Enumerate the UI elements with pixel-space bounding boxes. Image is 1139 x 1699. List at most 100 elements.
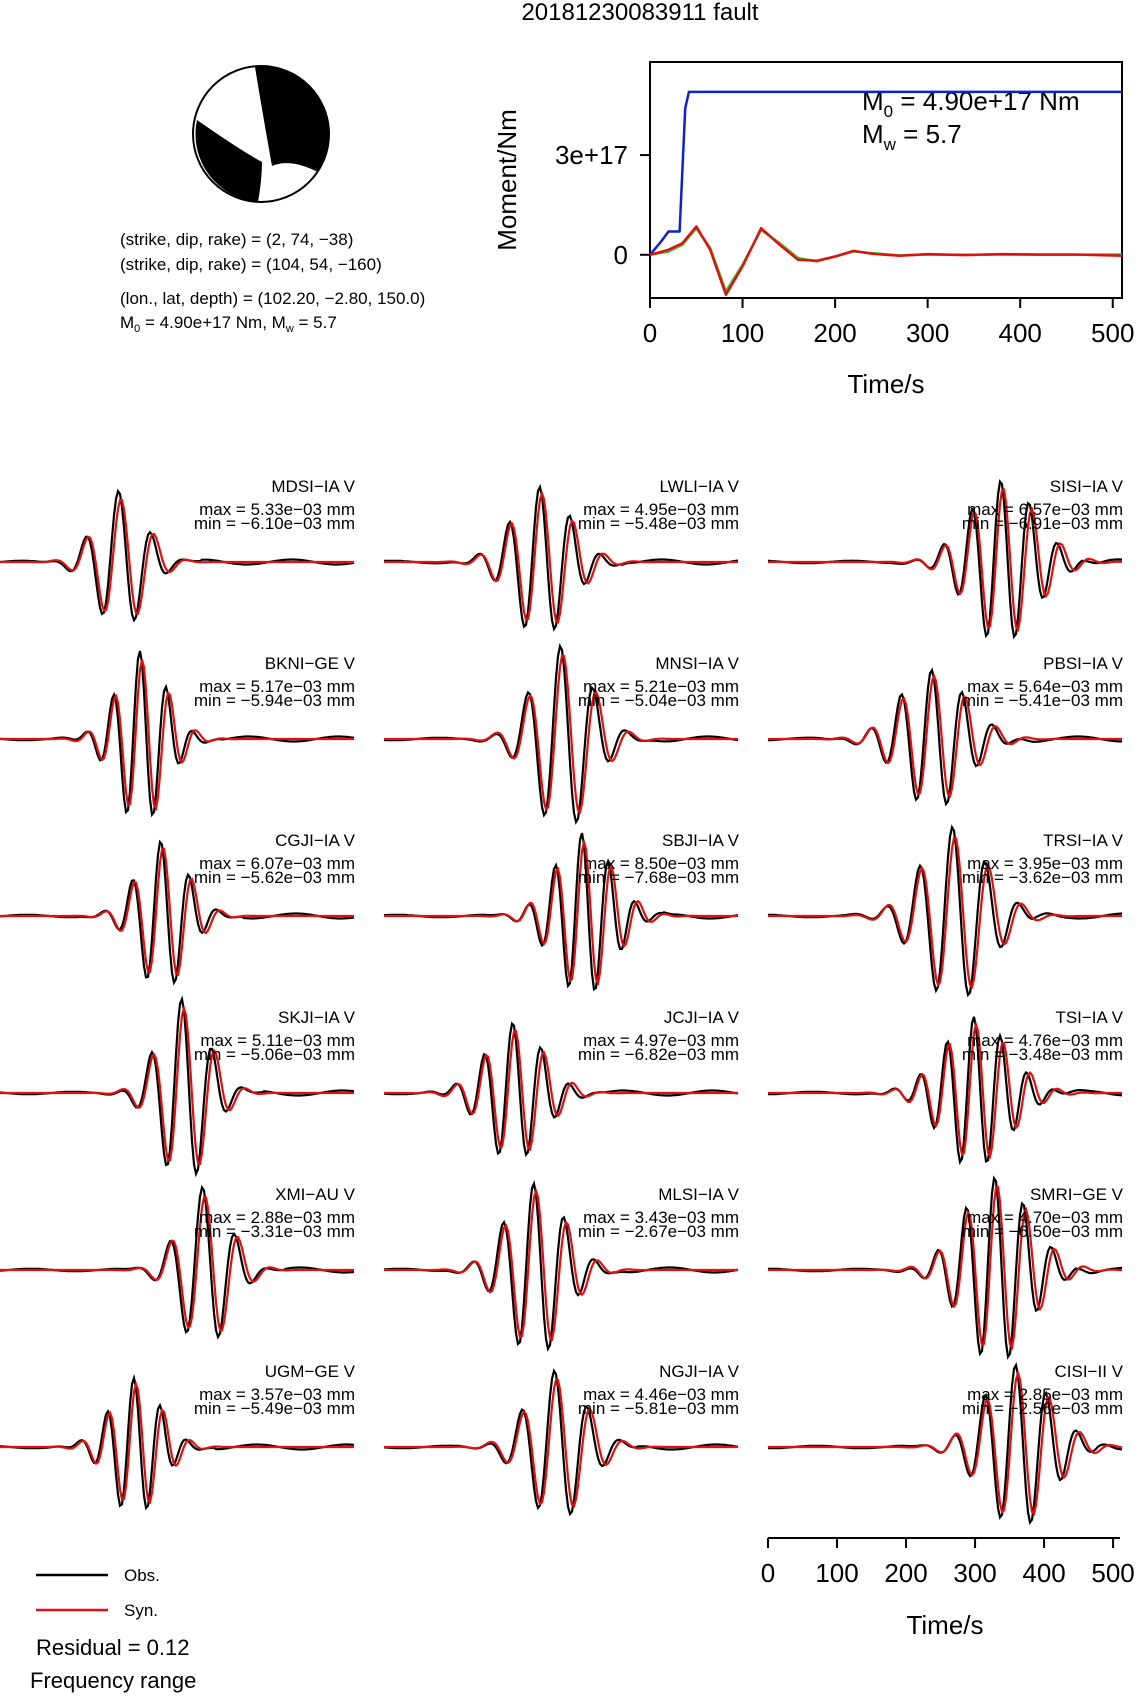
station-name: MNSI−IA V (655, 654, 739, 673)
station-min-amplitude: min = −6.91e−03 mm (962, 514, 1123, 533)
synthetic-trace (0, 498, 354, 615)
synthetic-trace (384, 654, 738, 815)
station-name: MDSI−IA V (271, 477, 355, 496)
synthetic-trace (384, 490, 738, 624)
synthetic-trace (384, 1378, 738, 1508)
beachball-compressional-quadrant-1 (255, 66, 330, 172)
station-name: LWLI−IA V (659, 477, 739, 496)
hypocenter-location: (lon., lat, depth) = (102.20, −2.80, 150… (120, 289, 425, 308)
station-name: SBJI−IA V (662, 831, 740, 850)
station-min-amplitude: min = −6.50e−03 mm (962, 1222, 1123, 1241)
station-name: SKJI−IA V (278, 1008, 356, 1027)
beachball-compressional-quadrant-2 (195, 120, 262, 202)
synthetic-trace (768, 836, 1122, 990)
waveform-x-tick-label: 400 (1022, 1558, 1065, 1588)
station-max-amplitude: max = 2.85e−03 mm (967, 1385, 1123, 1404)
station-name: SMRI−GE V (1030, 1185, 1124, 1204)
station-name: SISI−IA V (1050, 477, 1124, 496)
waveform-x-axis-label: Time/s (906, 1610, 983, 1640)
moment-magnitude-line: M0 = 4.90e+17 Nm, Mw = 5.7 (120, 313, 337, 335)
station-name: TRSI−IA V (1043, 831, 1123, 850)
moment-x-tick-label: 200 (813, 318, 856, 348)
moment-series-line-0 (649, 90, 1122, 256)
station-max-amplitude: max = 5.21e−03 mm (583, 677, 739, 696)
station-name: CGJI−IA V (275, 831, 355, 850)
station-min-amplitude: min = −3.62e−03 mm (962, 868, 1123, 887)
synthetic-trace (0, 1380, 354, 1505)
station-min-amplitude: min = −5.49e−03 mm (194, 1399, 355, 1418)
station-name: XMI−AU V (275, 1185, 355, 1204)
synthetic-trace (0, 659, 354, 812)
station-min-amplitude: min = −5.81e−03 mm (578, 1399, 739, 1418)
station-min-amplitude: min = −2.56e−03 mm (962, 1399, 1123, 1418)
synthetic-trace (0, 1196, 354, 1332)
station-max-amplitude: max = 4.97e−03 mm (583, 1031, 739, 1050)
station-max-amplitude: max = 4.46e−03 mm (583, 1385, 739, 1404)
synthetic-trace (768, 1369, 1123, 1516)
moment-x-tick-label: 100 (721, 318, 764, 348)
moment-x-axis-label: Time/s (847, 369, 924, 399)
synthetic-trace (768, 672, 1122, 799)
station-max-amplitude: max = 3.57e−03 mm (199, 1385, 355, 1404)
observed-trace (383, 643, 739, 825)
synthetic-trace (384, 1187, 738, 1342)
station-name: UGM−GE V (265, 1362, 356, 1381)
legend-syn-label: Syn. (124, 1601, 158, 1620)
moment-x-tick-label: 400 (999, 318, 1042, 348)
station-max-amplitude: max = 2.88e−03 mm (199, 1208, 355, 1227)
residual-value: Residual = 0.12 (36, 1635, 190, 1660)
moment-y-axis-label: Moment/Nm (492, 109, 522, 251)
synthetic-trace (0, 1004, 354, 1166)
observed-trace (383, 1021, 739, 1158)
observed-trace (768, 824, 1122, 998)
legend: Obs. Syn. (36, 1566, 160, 1620)
station-min-amplitude: min = −5.62e−03 mm (194, 868, 355, 887)
moment-x-tick-label: 300 (906, 318, 949, 348)
moment-plot-frame (649, 61, 1123, 299)
observed-trace (0, 488, 355, 623)
station-min-amplitude: min = −5.94e−03 mm (194, 691, 355, 710)
station-min-amplitude: min = −2.67e−03 mm (578, 1222, 739, 1241)
station-max-amplitude: max = 4.95e−03 mm (583, 500, 739, 519)
synthetic-trace (384, 1029, 738, 1152)
station-max-amplitude: max = 6.07e−03 mm (199, 854, 355, 873)
station-min-amplitude: min = −6.82e−03 mm (578, 1045, 739, 1064)
waveform-x-tick-label: 200 (884, 1558, 927, 1588)
moment-series-line-2 (649, 225, 1123, 296)
station-max-amplitude: max = 8.50e−03 mm (583, 854, 739, 873)
synthetic-trace (768, 488, 1122, 633)
station-max-amplitude: max = 6.57e−03 mm (967, 500, 1123, 519)
moment-function-plot: Moment/Nm Time/s M0 = 4.90e+17 Nm Mw = 5… (492, 61, 1134, 399)
moment-x-tick-label: 500 (1091, 318, 1134, 348)
station-max-amplitude: max = 3.95e−03 mm (967, 854, 1123, 873)
synthetic-trace (0, 847, 354, 977)
station-min-amplitude: min = −3.48e−03 mm (962, 1045, 1123, 1064)
station-max-amplitude: max = 5.33e−03 mm (199, 500, 355, 519)
moment-annotation-mw: Mw = 5.7 (862, 119, 962, 154)
waveform-x-tick-label: 0 (761, 1558, 775, 1588)
moment-y-tick-label: 0 (614, 240, 628, 270)
station-min-amplitude: min = −3.31e−03 mm (194, 1222, 355, 1241)
station-name: JCJI−IA V (664, 1008, 740, 1027)
station-max-amplitude: max = 5.17e−03 mm (199, 677, 355, 696)
focal-mechanism-beachball (192, 65, 330, 203)
observed-trace (383, 1180, 739, 1352)
nodal-plane-1: (strike, dip, rake) = (2, 74, −38) (120, 230, 353, 249)
waveform-x-tick-label: 500 (1091, 1558, 1134, 1588)
